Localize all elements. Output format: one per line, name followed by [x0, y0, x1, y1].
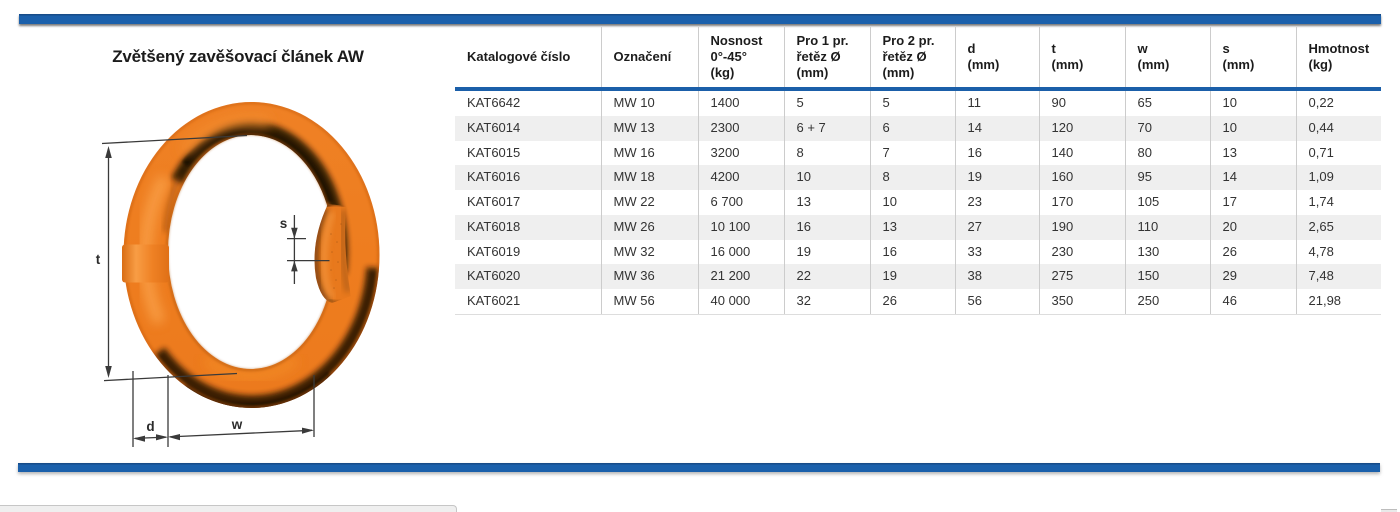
- svg-text:s: s: [280, 216, 288, 231]
- svg-text:t: t: [96, 252, 101, 267]
- svg-text:w: w: [231, 417, 243, 432]
- svg-text:d: d: [146, 419, 154, 434]
